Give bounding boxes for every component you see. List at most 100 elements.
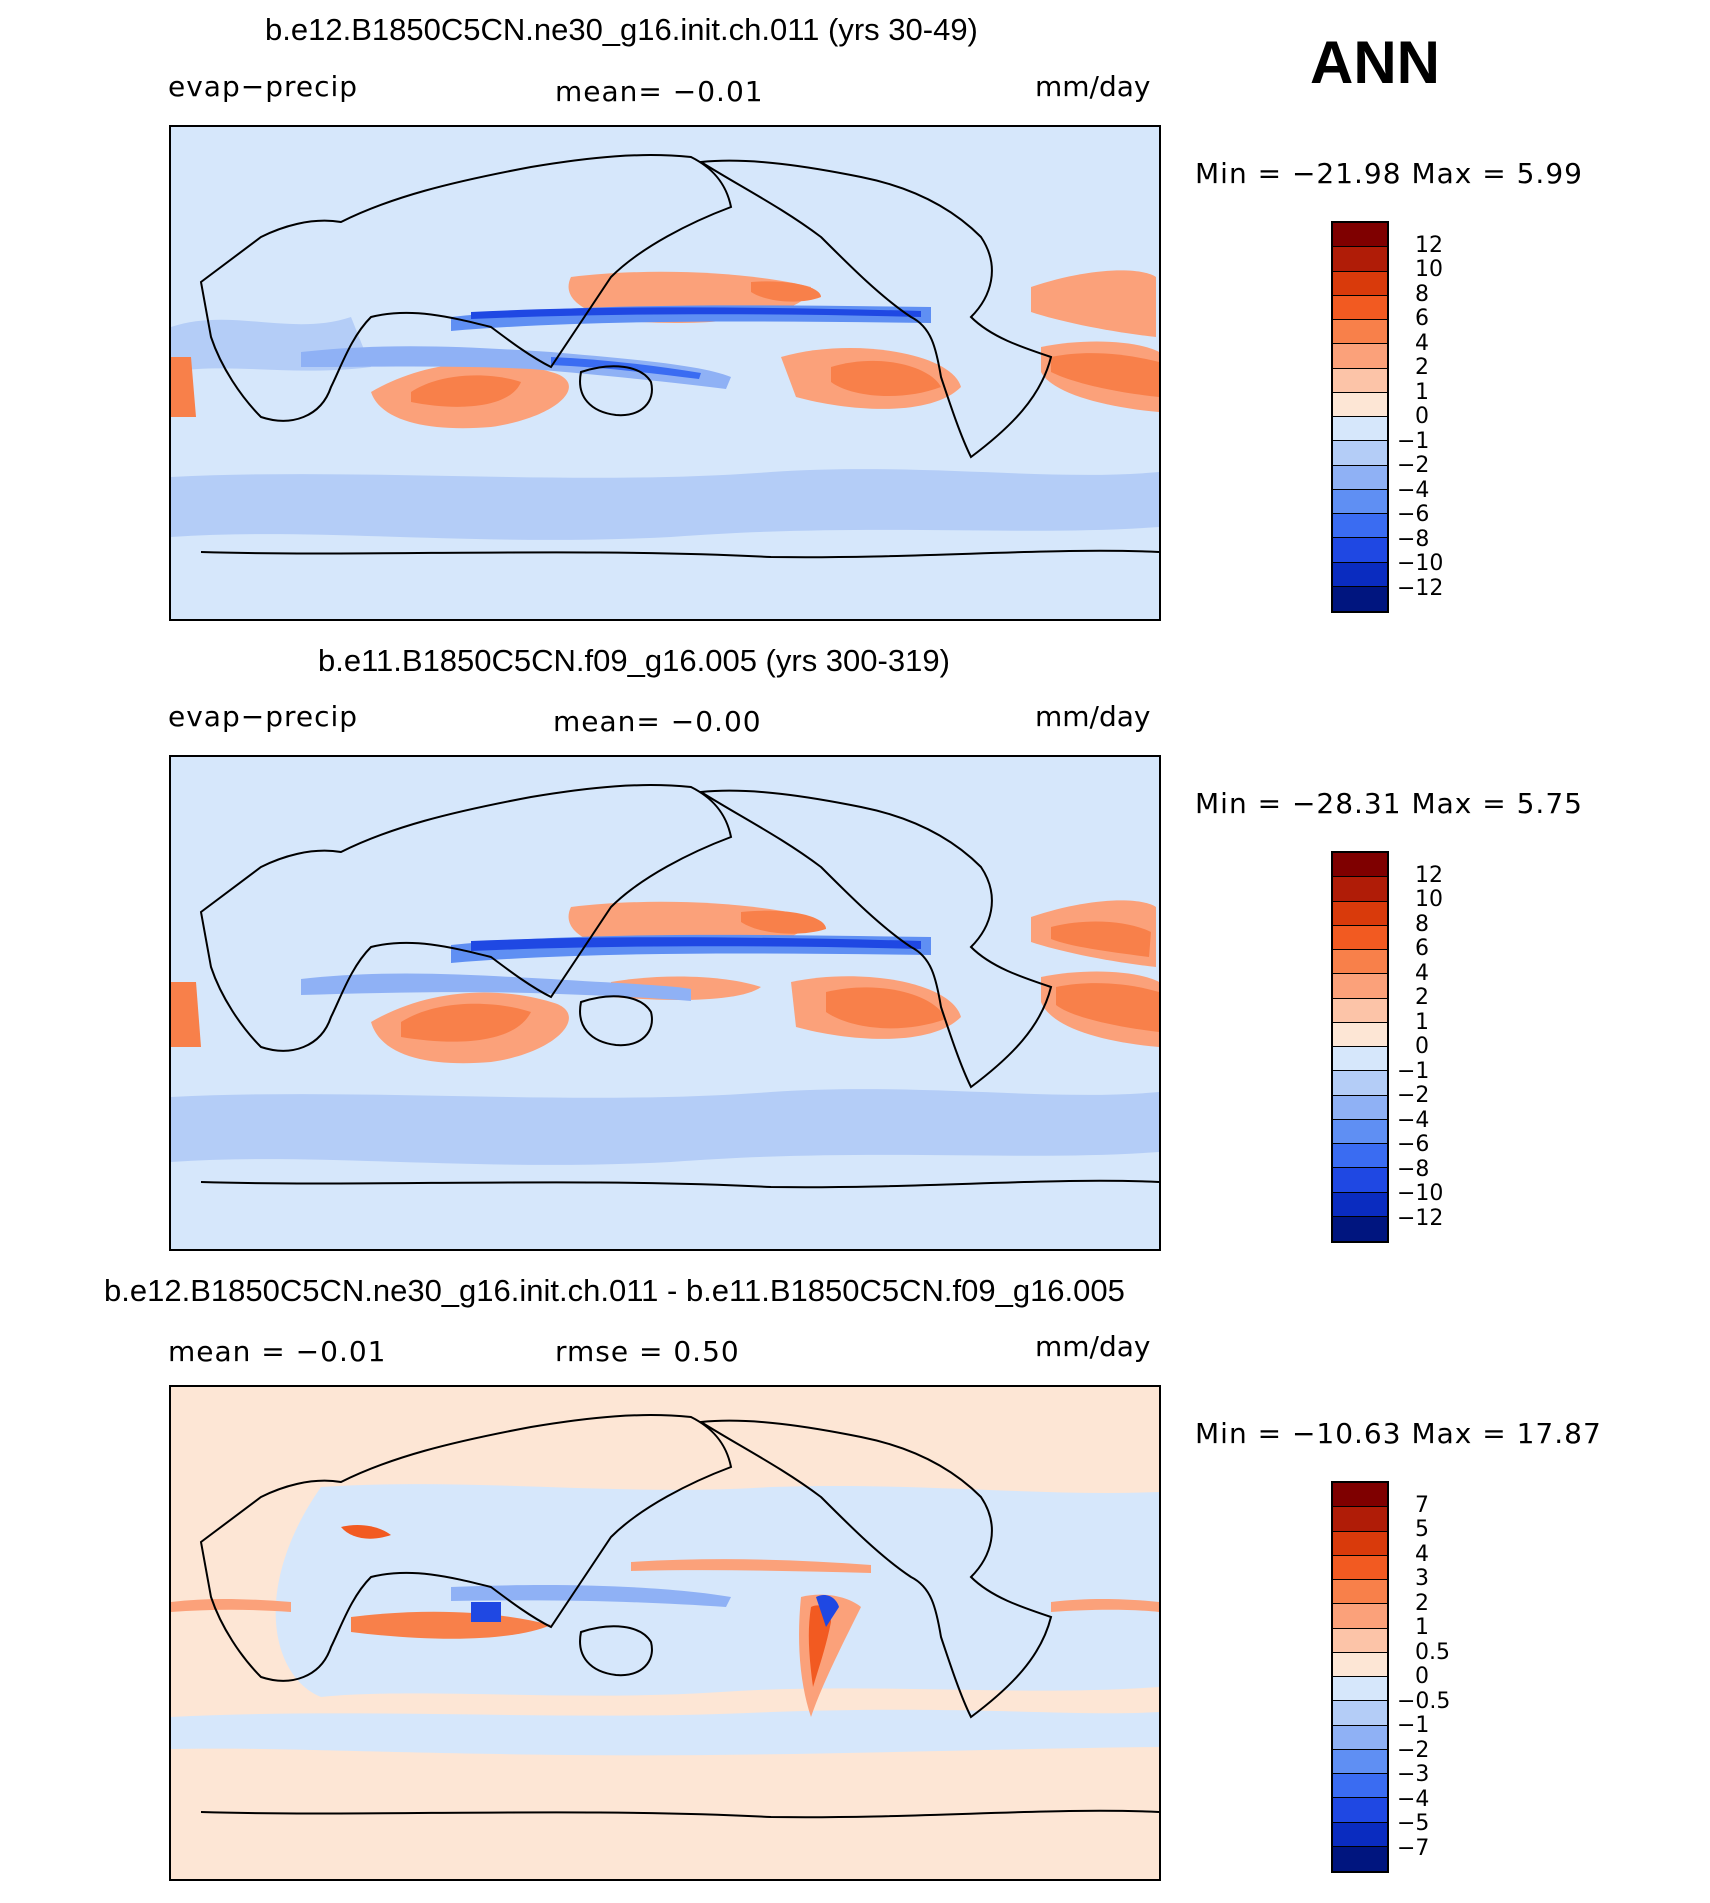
colorbar-swatch <box>1333 514 1387 539</box>
panel3-rmse-label: rmse = 0.50 <box>555 1335 740 1368</box>
colorbar-tick-label: 8 <box>1415 281 1429 307</box>
colorbar-swatch <box>1333 1119 1387 1144</box>
colorbar-tick-label: −2 <box>1397 453 1430 478</box>
colorbar-swatch <box>1333 853 1387 878</box>
panel2-title: b.e11.B1850C5CN.f09_g16.005 (yrs 300-319… <box>318 643 950 678</box>
panel3-title: b.e12.B1850C5CN.ne30_g16.init.ch.011 - b… <box>104 1273 1125 1308</box>
colorbar-swatch <box>1333 1555 1387 1580</box>
colorbar-swatch <box>1333 1652 1387 1677</box>
colorbar-tick-label: −4 <box>1397 1786 1430 1812</box>
colorbar-swatch <box>1333 1749 1387 1774</box>
colorbar-swatch <box>1333 368 1387 393</box>
colorbar-tick-label: −5 <box>1397 1811 1430 1836</box>
colorbar-tick-label: 1 <box>1415 1009 1429 1035</box>
colorbar-tick-label: −10 <box>1397 1181 1444 1206</box>
colorbar-tick-label: −4 <box>1397 477 1430 503</box>
colorbar-tick-label: 10 <box>1415 887 1443 912</box>
colorbar-tick-label: 1 <box>1415 1615 1429 1640</box>
colorbar-swatch <box>1333 417 1387 442</box>
colorbar-swatch <box>1333 1095 1387 1120</box>
colorbar-tick-label: −2 <box>1397 1737 1430 1763</box>
colorbar-tick-label: 0.5 <box>1415 1639 1450 1665</box>
colorbar-swatch <box>1333 1071 1387 1096</box>
colorbar-swatch <box>1333 1725 1387 1750</box>
colorbar-swatch <box>1333 1580 1387 1605</box>
colorbar-tick-label: −1 <box>1397 1058 1430 1084</box>
colorbar-tick-label: 0 <box>1415 1034 1429 1059</box>
colorbar-tick-label: 10 <box>1415 257 1443 282</box>
colorbar-swatch <box>1333 1531 1387 1556</box>
north-atlantic-red <box>1031 270 1156 337</box>
colorbar-swatch <box>1333 489 1387 514</box>
colorbar-swatch <box>1333 465 1387 490</box>
colorbar-tick-label: −7 <box>1397 1835 1430 1861</box>
season-label: ANN <box>1310 29 1440 96</box>
colorbar-tick-label: 12 <box>1415 862 1443 888</box>
colorbar-swatch <box>1333 586 1387 611</box>
colorbar-swatch <box>1333 950 1387 975</box>
panel2-mean-label: mean= −0.00 <box>553 705 762 738</box>
colorbar-tick-label: 4 <box>1415 330 1429 356</box>
colorbar-swatch <box>1333 1846 1387 1871</box>
colorbar-tick-label: 1 <box>1415 379 1429 405</box>
colorbar-tick-label: 7 <box>1415 1492 1429 1518</box>
colorbar-swatch <box>1333 1047 1387 1072</box>
panel2-units-label: mm/day <box>1035 700 1151 733</box>
colorbar-swatch <box>1333 974 1387 999</box>
colorbar-swatch <box>1333 344 1387 369</box>
colorbar-tick-label: −8 <box>1397 1156 1430 1182</box>
spcz-band <box>301 346 731 389</box>
colorbar-swatch <box>1333 1192 1387 1217</box>
panel1-minmax: Min = −21.98 Max = 5.99 <box>1195 157 1583 190</box>
colorbar-swatch <box>1333 1774 1387 1799</box>
colorbar-tick-label: 3 <box>1415 1566 1429 1591</box>
southern-ocean-band <box>171 469 1159 540</box>
colorbar-tick-label: 6 <box>1415 306 1429 331</box>
panel1-units-label: mm/day <box>1035 70 1151 103</box>
colorbar-swatch <box>1333 901 1387 926</box>
colorbar-swatch <box>1333 877 1387 902</box>
colorbar-swatch <box>1333 271 1387 296</box>
panel3-minmax: Min = −10.63 Max = 17.87 <box>1195 1417 1602 1450</box>
colorbar-swatch <box>1333 538 1387 563</box>
colorbar-tick-label: 5 <box>1415 1517 1429 1542</box>
colorbar-swatch <box>1333 1144 1387 1169</box>
panel2-variable-label: evap−precip <box>168 700 359 733</box>
panel1-map <box>169 125 1161 621</box>
colorbar-tick-label: −4 <box>1397 1107 1430 1133</box>
panel3-map <box>169 1385 1161 1881</box>
colorbar-swatch <box>1333 1701 1387 1726</box>
colorbar-swatch <box>1333 247 1387 272</box>
panel2-minmax: Min = −28.31 Max = 5.75 <box>1195 787 1583 820</box>
colorbar-swatch <box>1333 998 1387 1023</box>
colorbar-swatch <box>1333 320 1387 345</box>
colorbar-tick-label: −12 <box>1397 575 1444 601</box>
panel1-mean-label: mean= −0.01 <box>555 75 764 108</box>
colorbar-tick-label: −6 <box>1397 502 1430 527</box>
colorbar-tick-label: −1 <box>1397 1713 1430 1738</box>
colorbar-tick-label: 0 <box>1415 404 1429 429</box>
panel1-title: b.e12.B1850C5CN.ne30_g16.init.ch.011 (yr… <box>265 12 978 47</box>
colorbar-swatch <box>1333 1507 1387 1532</box>
colorbar-tick-label: −1 <box>1397 428 1430 454</box>
colorbar-tick-label: 0 <box>1415 1664 1429 1689</box>
colorbar-tick-label: 2 <box>1415 1590 1429 1616</box>
panel2-map <box>169 755 1161 1251</box>
panel3-colorbar <box>1331 1481 1389 1873</box>
colorbar-tick-label: −2 <box>1397 1083 1430 1108</box>
panel2-colorbar <box>1331 851 1389 1243</box>
colorbar-tick-label: −6 <box>1397 1132 1430 1157</box>
colorbar-swatch <box>1333 1822 1387 1847</box>
colorbar-tick-label: 8 <box>1415 911 1429 937</box>
colorbar-swatch <box>1333 295 1387 320</box>
colorbar-swatch <box>1333 562 1387 587</box>
panel3-mean-label: mean = −0.01 <box>168 1335 387 1368</box>
colorbar-tick-label: −10 <box>1397 551 1444 576</box>
colorbar-swatch <box>1333 1216 1387 1241</box>
colorbar-swatch <box>1333 1168 1387 1193</box>
colorbar-tick-label: 4 <box>1415 1541 1429 1567</box>
colorbar-tick-label: −0.5 <box>1397 1688 1451 1714</box>
colorbar-swatch <box>1333 1628 1387 1653</box>
colorbar-tick-label: −12 <box>1397 1205 1444 1231</box>
colorbar-swatch <box>1333 441 1387 466</box>
